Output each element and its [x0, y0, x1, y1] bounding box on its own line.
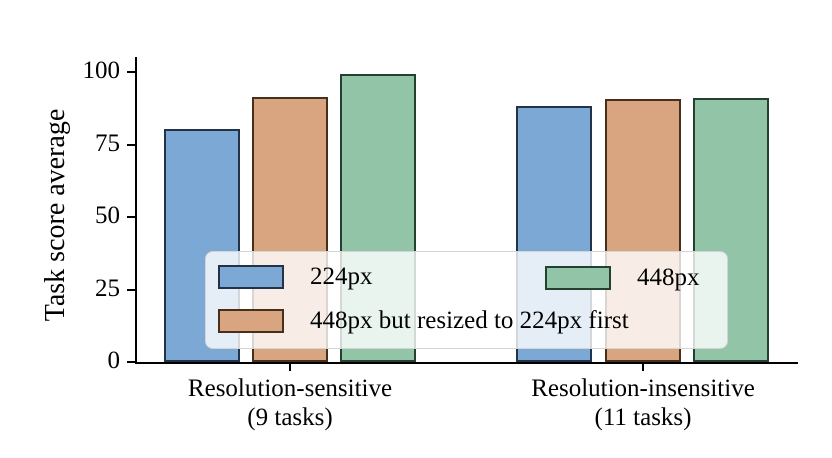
legend-label-448px-resized: 448px but resized to 224px first: [310, 307, 629, 334]
y-tick-mark: [127, 288, 135, 291]
y-tick-mark: [127, 71, 135, 73]
y-tick-label: 25: [95, 274, 120, 302]
bar-group1-series1: [163, 129, 240, 362]
category-count: (9 tasks): [247, 404, 333, 431]
y-tick-label: 100: [82, 56, 121, 84]
legend-item-448px-resized: 448px but resized to 224px first: [218, 308, 629, 334]
category-count: (11 tasks): [594, 404, 692, 431]
y-axis-label: Task score average: [40, 108, 71, 322]
legend-swatch-448px-resized: [218, 309, 284, 333]
x-tick-mark: [289, 364, 291, 371]
x-tick-mark: [641, 364, 644, 371]
x-tick-label-resolution-insensitive: Resolution-insensitive (11 tasks): [531, 374, 755, 432]
y-tick-mark: [127, 361, 135, 363]
legend-item-224px: 224px: [218, 264, 373, 290]
category-name: Resolution-insensitive: [531, 375, 755, 402]
legend-swatch-224px: [218, 265, 284, 289]
y-tick-label: 75: [95, 129, 120, 157]
y-axis-spine: [135, 57, 137, 364]
x-tick-label-resolution-sensitive: Resolution-sensitive (9 tasks): [188, 374, 392, 432]
y-tick-mark: [127, 143, 135, 146]
legend: 224px 448px but resized to 224px first 4…: [205, 251, 728, 349]
y-tick-mark: [127, 216, 135, 218]
legend-label-448px: 448px: [637, 264, 700, 291]
category-name: Resolution-sensitive: [187, 375, 393, 402]
legend-swatch-448px: [545, 266, 611, 290]
x-axis-spine: [135, 362, 798, 364]
y-tick-label: 50: [95, 201, 120, 229]
legend-item-448px: 448px: [545, 265, 700, 291]
y-tick-label: 0: [107, 346, 121, 374]
legend-label-224px: 224px: [310, 263, 373, 290]
